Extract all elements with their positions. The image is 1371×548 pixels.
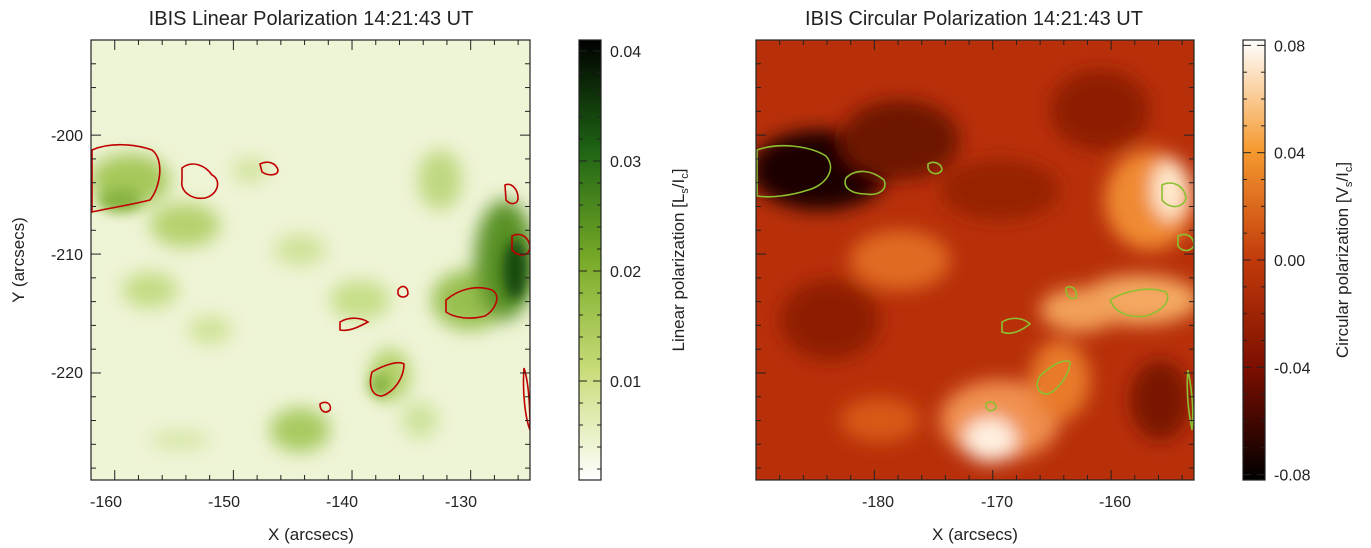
linear-polarization-map xyxy=(91,40,530,480)
right-title: IBIS Circular Polarization 14:21:43 UT xyxy=(805,8,1143,30)
colorbar-tick-label: 0.00 xyxy=(1274,253,1305,270)
right-x-tick-label: -160 xyxy=(1099,494,1131,511)
left-title: IBIS Linear Polarization 14:21:43 UT xyxy=(149,8,474,30)
colorbar-tick-label: -0.04 xyxy=(1274,360,1311,377)
colorbar-tick-label: -0.08 xyxy=(1274,468,1311,485)
linear-colorbar: 0.01 0.02 0.03 0.04 Linear polarization [Ls… xyxy=(578,39,691,481)
colorbar-tick-label: 0.08 xyxy=(1274,38,1305,55)
left-x-tick-label: -140 xyxy=(326,494,358,511)
circular-colorbar: -0.08 -0.04 0.00 0.04 0.08 Circular polariza… xyxy=(1242,38,1355,485)
colorbar-tick-label: 0.04 xyxy=(610,44,641,61)
colorbar-tick-label: 0.03 xyxy=(610,154,641,171)
circular-polarization-map xyxy=(756,40,1194,480)
left-x-tick-label: -160 xyxy=(90,494,122,511)
circular-polarization-panel: IBIS Circular Polarization 14:21:43 UT xyxy=(755,8,1355,544)
linear-colorbar-label: Linear polarization [Ls/Ic] xyxy=(669,168,691,351)
right-x-tick-label: -180 xyxy=(862,494,894,511)
left-y-tick-label: -200 xyxy=(51,128,83,145)
right-x-tick-label: -170 xyxy=(981,494,1013,511)
left-y-tick-label: -210 xyxy=(51,247,83,264)
colorbar-tick-label: 0.01 xyxy=(610,374,641,391)
left-plot-frame xyxy=(90,39,531,481)
colorbar-tick-label: 0.04 xyxy=(1274,146,1305,163)
left-contours xyxy=(91,143,530,431)
left-x-axis-label: X (arcsecs) xyxy=(268,525,354,544)
left-x-tick-label: -130 xyxy=(445,494,477,511)
right-plot-frame xyxy=(755,39,1195,481)
right-axis-ticks xyxy=(755,39,1194,480)
linear-polarization-panel: IBIS Linear Polarization 14:21:43 UT xyxy=(9,8,691,544)
right-x-axis-label: X (arcsecs) xyxy=(932,525,1018,544)
left-x-tick-label: -150 xyxy=(208,494,240,511)
colorbar-tick-label: 0.02 xyxy=(610,264,641,281)
left-y-tick-label: -220 xyxy=(51,365,83,382)
left-axis-ticks xyxy=(90,39,530,480)
right-contours xyxy=(756,144,1194,431)
circular-colorbar-label: Circular polarization [Vs/Ic] xyxy=(1333,162,1355,358)
left-y-axis-label: Y (arcsecs) xyxy=(9,217,28,303)
